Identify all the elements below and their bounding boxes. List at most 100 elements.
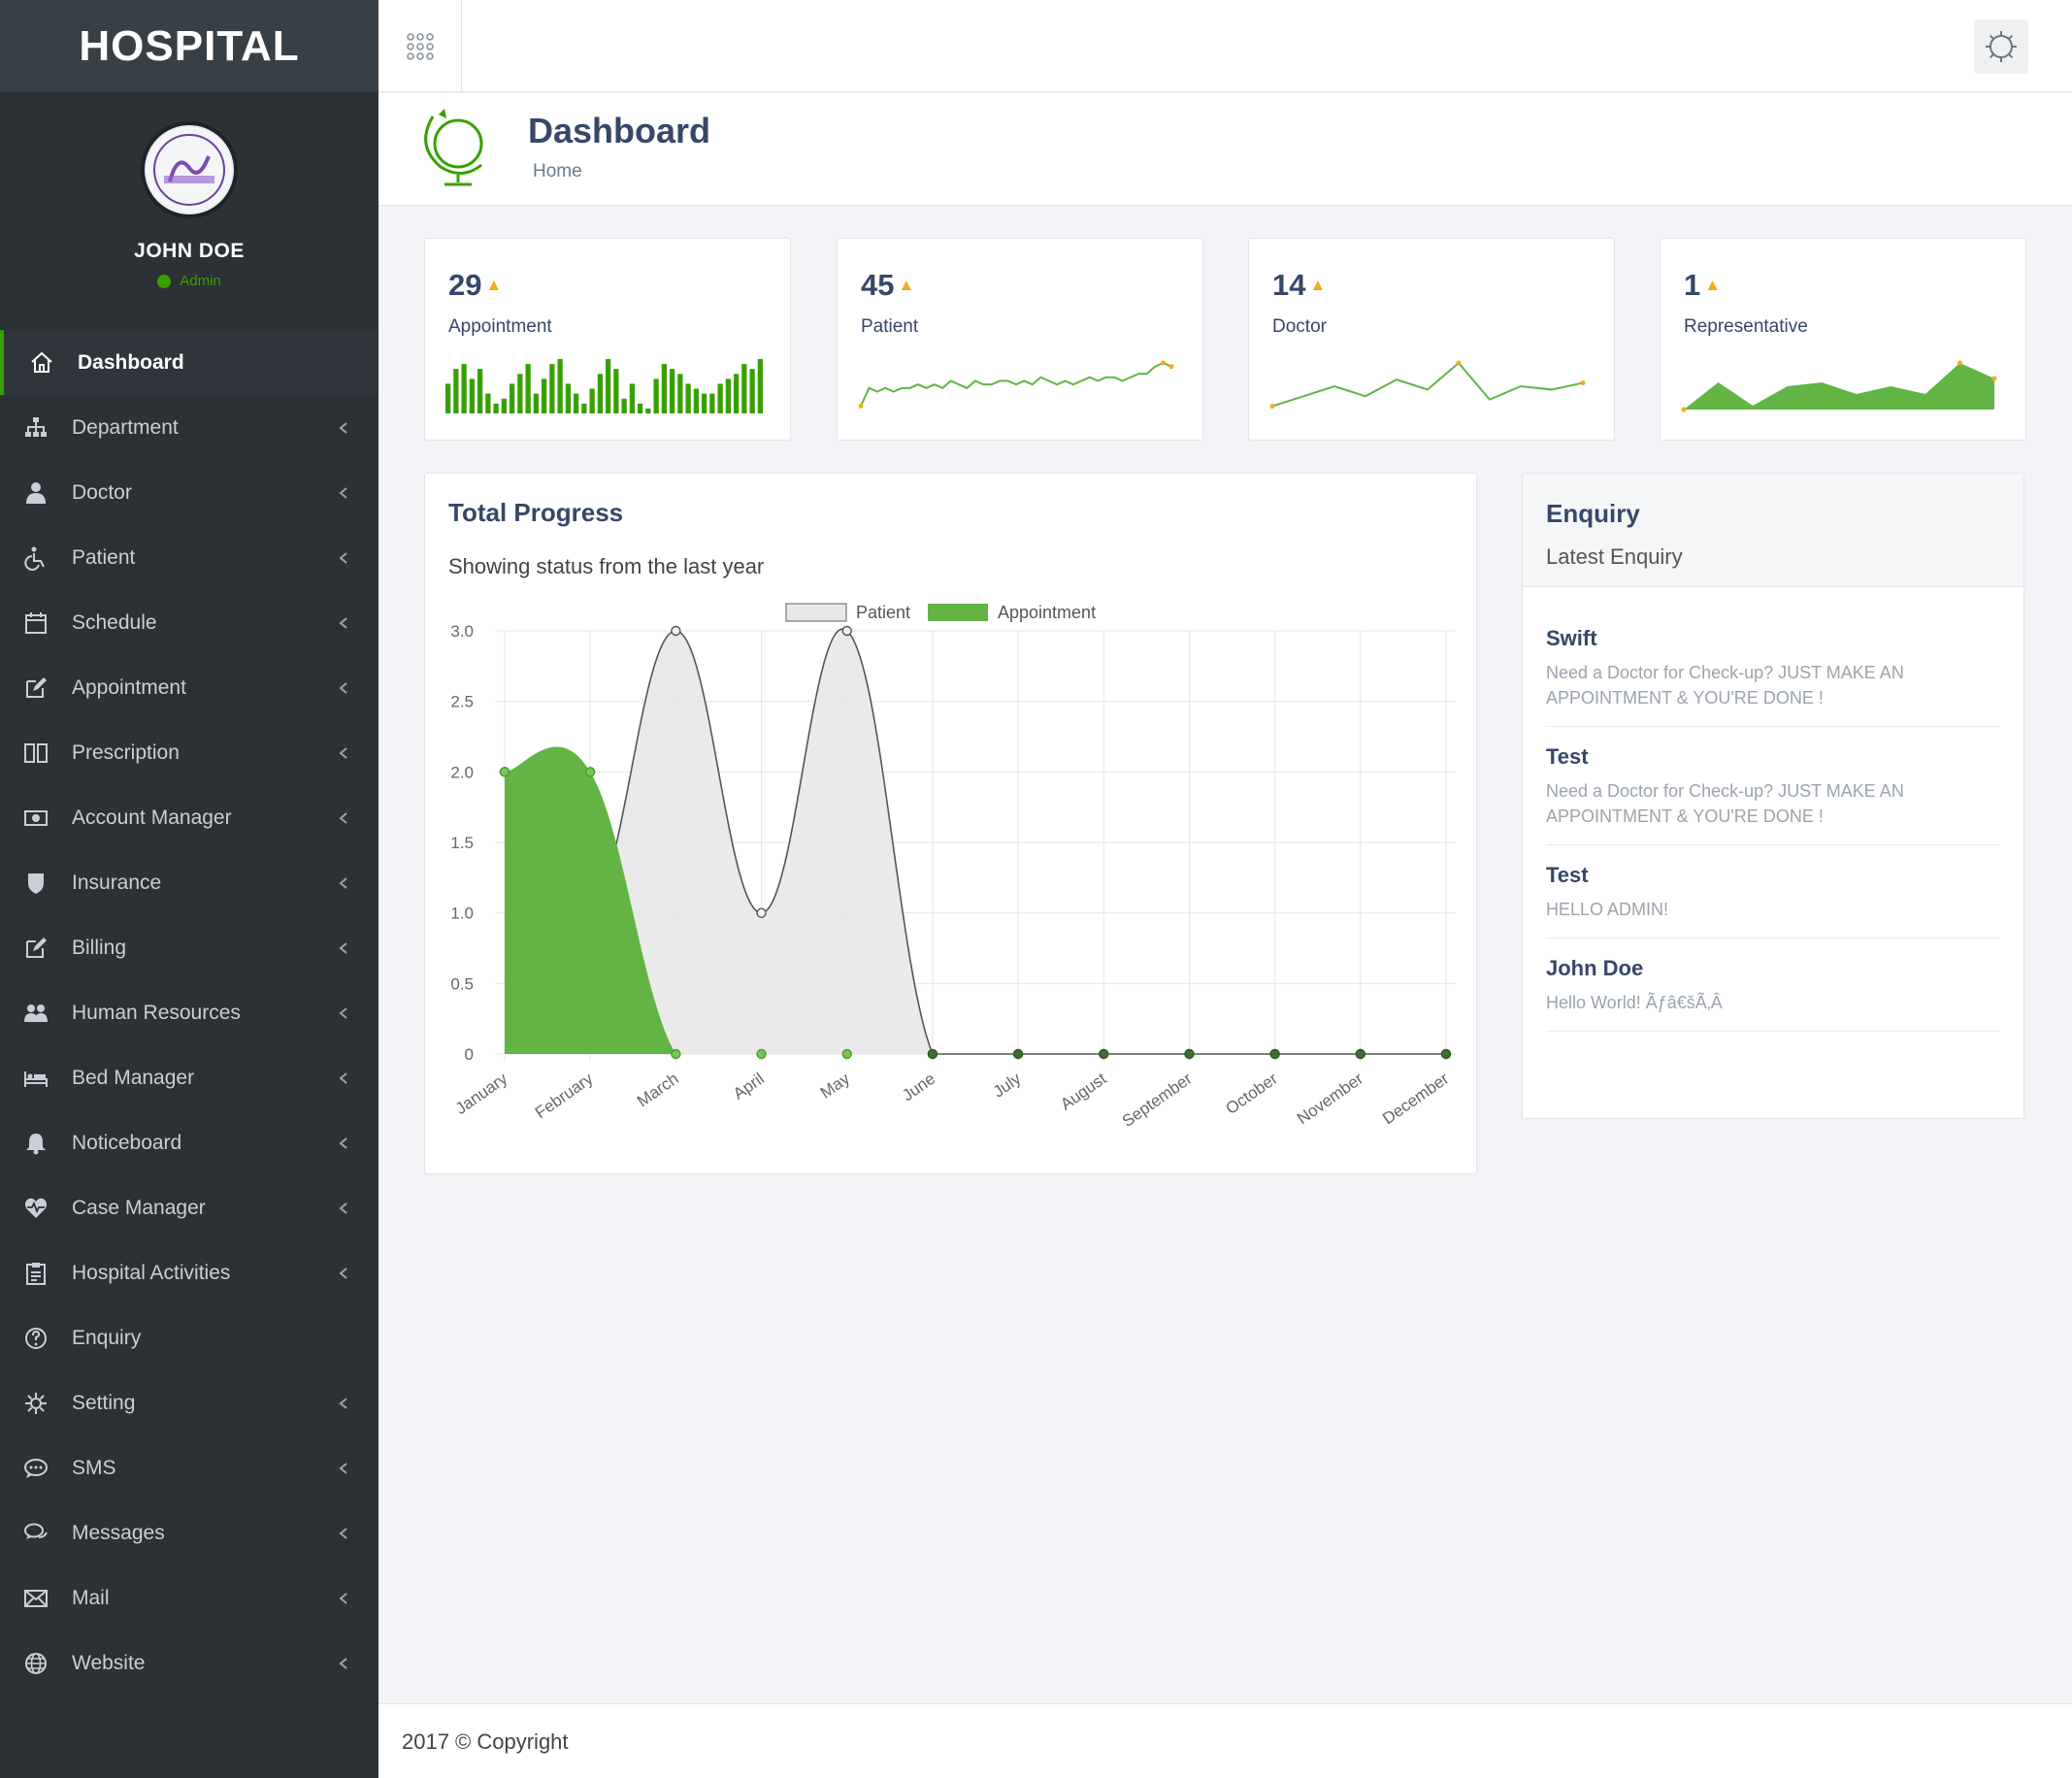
calendar-icon [21, 609, 50, 637]
chevron-left-icon [336, 1136, 351, 1151]
sidebar-item-enquiry[interactable]: Enquiry [0, 1305, 378, 1370]
spark-bar [445, 383, 451, 413]
user-name: JOHN DOE [134, 240, 245, 262]
avatar[interactable] [141, 121, 238, 218]
sidebar-item-appointment[interactable]: Appointment [0, 655, 378, 720]
sidebar-item-schedule[interactable]: Schedule [0, 590, 378, 655]
breadcrumb[interactable]: Home [533, 161, 582, 181]
enquiry-item[interactable]: Swift Need a Doctor for Check-up? JUST M… [1546, 609, 2000, 727]
sidebar-item-human-resources[interactable]: Human Resources [0, 980, 378, 1045]
data-point[interactable] [499, 767, 510, 777]
stat-value: 29 [448, 268, 482, 302]
enquiry-item[interactable]: Test Need a Doctor for Check-up? JUST MA… [1546, 727, 2000, 845]
stat-card-patient: 45 ▲ Patient [837, 238, 1203, 441]
sidebar-item-sms[interactable]: SMS [0, 1435, 378, 1500]
data-point[interactable] [671, 625, 681, 637]
x-tick-label: March [634, 1070, 682, 1111]
spark-bar [709, 393, 715, 413]
sidebar-item-noticeboard[interactable]: Noticeboard [0, 1110, 378, 1175]
sidebar-item-doctor[interactable]: Doctor [0, 460, 378, 525]
data-point[interactable] [584, 767, 596, 777]
sidebar-item-patient[interactable]: Patient [0, 525, 378, 590]
spark-bar [485, 393, 491, 413]
chevron-left-icon [336, 1461, 351, 1476]
apps-grid-button[interactable] [378, 0, 462, 92]
x-tick-label: June [899, 1070, 938, 1105]
stat-label: Patient [861, 316, 919, 337]
y-tick-label: 0 [465, 1045, 474, 1064]
apps-grid-icon [406, 32, 434, 60]
spark-bar [493, 403, 499, 413]
sidebar-item-hospital-activities[interactable]: Hospital Activities [0, 1240, 378, 1305]
chevron-left-icon [336, 550, 351, 566]
sidebar-item-mail[interactable]: Mail [0, 1565, 378, 1630]
spark-bar [606, 359, 611, 413]
enquiry-item[interactable]: Test HELLO ADMIN! [1546, 845, 2000, 938]
legend-label-appointment[interactable]: Appointment [998, 603, 1096, 622]
sidebar-item-label: Setting [72, 1391, 136, 1414]
data-point[interactable] [1441, 1049, 1451, 1059]
brand-name: HOSPITAL [79, 21, 300, 70]
data-point[interactable] [671, 1048, 681, 1060]
data-point[interactable] [756, 1048, 767, 1060]
data-point[interactable] [927, 1049, 937, 1059]
sidebar-item-insurance[interactable]: Insurance [0, 850, 378, 915]
brand-logo[interactable]: HOSPITAL [0, 0, 378, 92]
appointment-sparkline [445, 359, 763, 413]
sidebar-item-bed-manager[interactable]: Bed Manager [0, 1045, 378, 1110]
sidebar-item-department[interactable]: Department [0, 395, 378, 460]
sidebar-item-website[interactable]: Website [0, 1630, 378, 1696]
clipboard-icon [21, 1260, 50, 1287]
data-point[interactable] [1355, 1049, 1365, 1059]
spark-bar [549, 364, 555, 413]
sidebar-item-billing[interactable]: Billing [0, 915, 378, 980]
spark-point [1957, 360, 1962, 366]
sidebar-item-dashboard[interactable]: Dashboard [0, 330, 378, 395]
legend-label-patient[interactable]: Patient [856, 603, 910, 622]
data-point[interactable] [1269, 1049, 1280, 1059]
sidebar-item-account-manager[interactable]: Account Manager [0, 785, 378, 850]
enquiry-header: Enquiry Latest Enquiry [1523, 474, 2023, 587]
data-point[interactable] [841, 1048, 852, 1060]
data-point[interactable] [1099, 1049, 1109, 1059]
chevron-left-icon [336, 745, 351, 761]
x-tick-label: February [532, 1069, 597, 1122]
card-title: Total Progress [448, 498, 624, 527]
chevron-left-icon [336, 875, 351, 891]
users-icon [21, 1000, 50, 1027]
spark-bar [461, 364, 467, 413]
sidebar-item-setting[interactable]: Setting [0, 1370, 378, 1435]
spark-bar [557, 359, 563, 413]
sidebar-item-label: Website [72, 1651, 146, 1674]
sidebar-item-messages[interactable]: Messages [0, 1500, 378, 1565]
data-point[interactable] [1184, 1049, 1195, 1059]
spark-bar [581, 403, 587, 413]
enquiry-name: Test [1546, 863, 1589, 887]
sidebar-item-prescription[interactable]: Prescription [0, 720, 378, 785]
sidebar-item-label: Department [72, 415, 179, 439]
sidebar-item-label: Noticeboard [72, 1131, 182, 1154]
trend-up-icon: ▲ [1704, 276, 1722, 294]
spark-point [1168, 364, 1174, 370]
data-point[interactable] [756, 907, 767, 918]
spark-bar [645, 408, 651, 413]
sidebar-item-label: Case Manager [72, 1196, 206, 1219]
settings-button[interactable] [1974, 19, 2028, 74]
data-point[interactable] [1013, 1049, 1024, 1059]
enquiry-item[interactable]: John Doe Hello World! Ãƒâ€šÃ‚Â [1546, 938, 2000, 1032]
sidebar-item-label: Insurance [72, 871, 162, 894]
x-tick-label: July [990, 1069, 1025, 1101]
x-tick-label: January [452, 1069, 511, 1118]
series-area-patient [505, 629, 1446, 1054]
data-point[interactable] [841, 625, 852, 637]
card-subtitle: Showing status from the last year [448, 554, 765, 578]
spark-bar [693, 388, 699, 413]
online-status-dot [157, 274, 172, 288]
sidebar-item-case-manager[interactable]: Case Manager [0, 1175, 378, 1240]
sidebar-menu: Dashboard Department Doctor Patient Schedule… [0, 330, 378, 1696]
x-tick-label: April [730, 1070, 768, 1103]
money-icon [21, 805, 50, 832]
spark-bar [525, 364, 531, 413]
gear-icon [1986, 31, 2017, 62]
envelope-icon [21, 1585, 50, 1612]
